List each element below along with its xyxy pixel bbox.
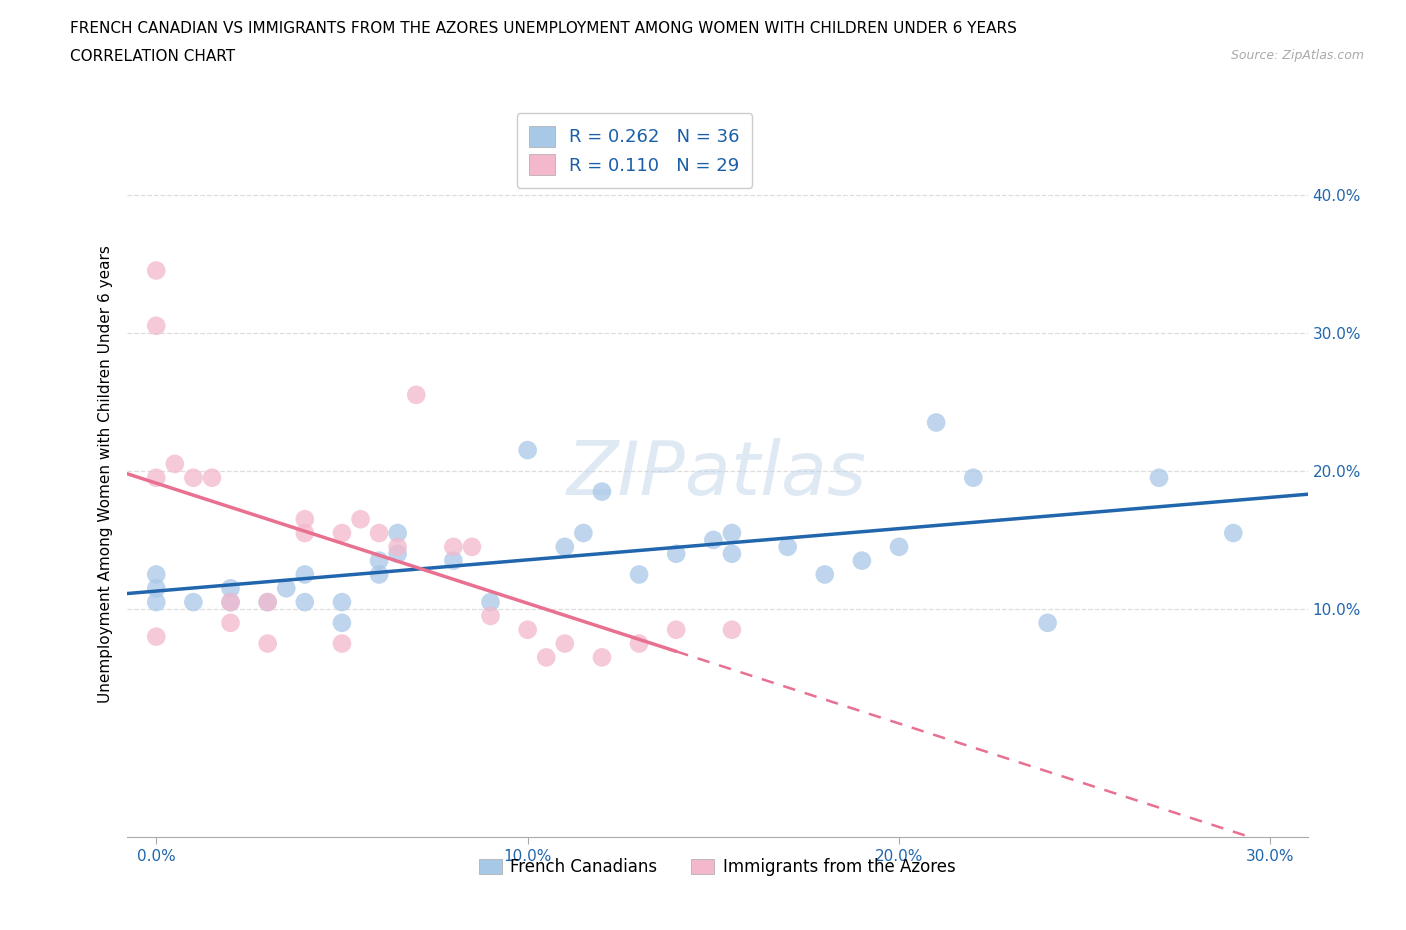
Point — [219, 581, 242, 596]
Point — [183, 594, 205, 609]
Point — [776, 539, 799, 554]
Point — [330, 636, 353, 651]
Point — [479, 608, 502, 623]
Point — [814, 567, 837, 582]
Point — [349, 512, 371, 526]
Point — [256, 636, 278, 651]
Point — [665, 622, 688, 637]
Point — [702, 533, 724, 548]
Point — [256, 594, 278, 609]
Point — [851, 553, 873, 568]
Point — [219, 594, 242, 609]
Point — [516, 622, 538, 637]
Point — [368, 567, 391, 582]
Point — [479, 594, 502, 609]
Text: ZIPatlas: ZIPatlas — [567, 438, 868, 511]
Point — [145, 630, 167, 644]
Point — [721, 525, 744, 540]
Point — [441, 539, 464, 554]
Point — [628, 636, 651, 651]
Point — [219, 616, 242, 631]
Point — [145, 471, 167, 485]
Point — [145, 567, 167, 582]
Point — [387, 546, 409, 561]
Point — [721, 546, 744, 561]
Point — [721, 622, 744, 637]
Point — [330, 616, 353, 631]
Point — [256, 594, 278, 609]
Point — [628, 567, 651, 582]
Point — [516, 443, 538, 458]
Point — [145, 263, 167, 278]
Point — [330, 525, 353, 540]
Point — [572, 525, 595, 540]
Point — [441, 553, 464, 568]
Point — [330, 594, 353, 609]
Point — [219, 594, 242, 609]
Point — [294, 512, 316, 526]
Point — [925, 415, 948, 430]
Point — [294, 567, 316, 582]
Point — [294, 525, 316, 540]
Point — [145, 318, 167, 333]
Point — [1222, 525, 1244, 540]
Point — [183, 471, 205, 485]
Point — [554, 636, 576, 651]
Point — [887, 539, 910, 554]
Text: CORRELATION CHART: CORRELATION CHART — [70, 49, 235, 64]
Point — [368, 525, 391, 540]
Point — [962, 471, 984, 485]
Point — [163, 457, 186, 472]
Point — [461, 539, 484, 554]
Point — [387, 525, 409, 540]
Point — [145, 581, 167, 596]
Point — [368, 553, 391, 568]
Point — [387, 539, 409, 554]
Point — [405, 388, 427, 403]
Point — [591, 485, 613, 499]
Text: FRENCH CANADIAN VS IMMIGRANTS FROM THE AZORES UNEMPLOYMENT AMONG WOMEN WITH CHIL: FRENCH CANADIAN VS IMMIGRANTS FROM THE A… — [70, 21, 1017, 36]
Point — [201, 471, 224, 485]
Point — [276, 581, 298, 596]
Point — [554, 539, 576, 554]
Point — [1036, 616, 1059, 631]
Point — [294, 594, 316, 609]
Point — [534, 650, 557, 665]
Point — [591, 650, 613, 665]
Y-axis label: Unemployment Among Women with Children Under 6 years: Unemployment Among Women with Children U… — [97, 246, 112, 703]
Text: Source: ZipAtlas.com: Source: ZipAtlas.com — [1230, 49, 1364, 62]
Point — [665, 546, 688, 561]
Point — [1147, 471, 1170, 485]
Point — [145, 594, 167, 609]
Legend: French Canadians, Immigrants from the Azores: French Canadians, Immigrants from the Az… — [472, 852, 962, 883]
